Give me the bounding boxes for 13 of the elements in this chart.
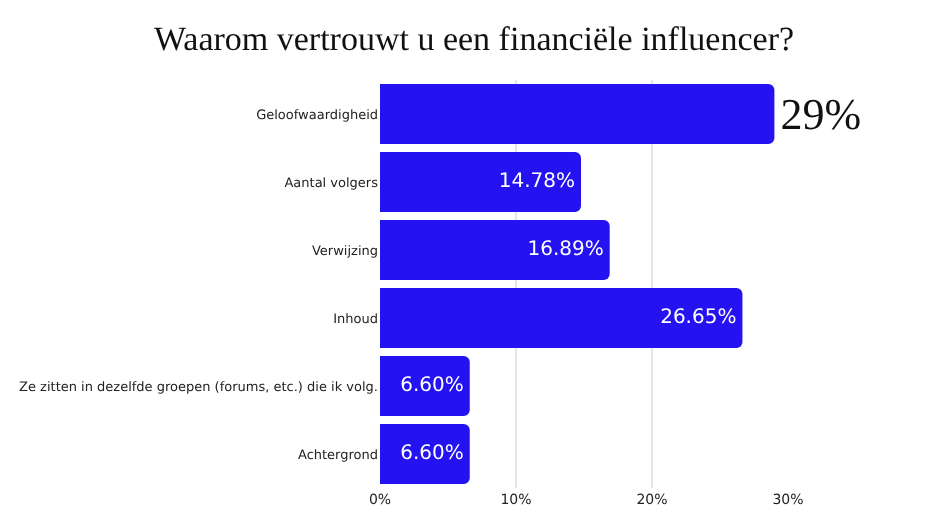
data-label: 16.89% bbox=[527, 239, 604, 261]
bar bbox=[380, 424, 470, 484]
data-label: 26.65% bbox=[660, 307, 737, 329]
data-label: 6.60% bbox=[400, 443, 464, 465]
bar bbox=[380, 288, 743, 348]
data-label: 29% bbox=[780, 89, 862, 139]
data-label: 14.78% bbox=[498, 171, 575, 193]
chart-title: Waarom vertrouwt u een financiële influencer? bbox=[153, 20, 795, 59]
bar bbox=[380, 356, 470, 416]
bar bbox=[380, 84, 775, 144]
data-label: 6.60% bbox=[400, 375, 464, 397]
bar bbox=[380, 220, 610, 280]
bar bbox=[380, 152, 581, 212]
